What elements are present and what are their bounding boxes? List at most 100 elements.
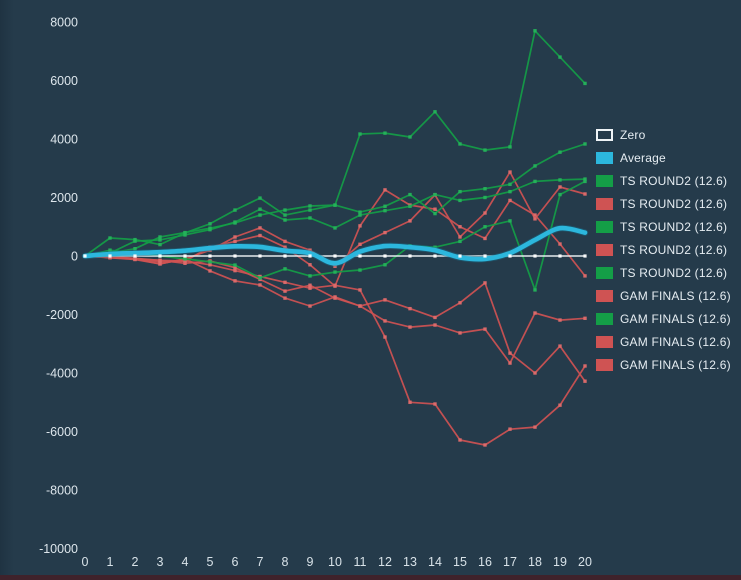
zero-marker (258, 254, 262, 258)
zero-marker (508, 254, 512, 258)
series-marker (358, 304, 362, 308)
series-marker (258, 226, 262, 230)
x-axis-tick-label: 9 (307, 555, 314, 569)
zero-marker (183, 254, 187, 258)
legend-label: TS ROUND2 (12.6) (620, 173, 728, 188)
series-marker (283, 208, 287, 212)
legend-item-1[interactable]: Average (596, 146, 731, 169)
series-marker (383, 298, 387, 302)
legend-item-3[interactable]: TS ROUND2 (12.6) (596, 192, 731, 215)
series-marker (258, 283, 262, 287)
series-marker (458, 331, 462, 335)
x-axis-tick-label: 4 (182, 555, 189, 569)
series-marker (233, 235, 237, 239)
series-marker (433, 323, 437, 327)
x-axis-tick-label: 11 (354, 555, 367, 569)
series-marker (508, 182, 512, 187)
series-marker (533, 29, 537, 33)
zero-marker (358, 254, 362, 258)
legend-label: TS ROUND2 (12.6) (620, 219, 728, 234)
x-axis-tick-label: 0 (82, 555, 89, 569)
legend-label: GAM FINALS (12.6) (620, 288, 731, 303)
series-marker (583, 274, 587, 278)
x-axis-tick-label: 2 (132, 555, 139, 569)
series-marker (333, 203, 337, 207)
legend-item-5[interactable]: TS ROUND2 (12.6) (596, 238, 731, 261)
series-marker (283, 267, 287, 271)
series-marker (283, 280, 287, 285)
legend-swatch-zero (596, 128, 613, 141)
series-marker (458, 225, 462, 229)
legend: Zero Average TS ROUND2 (12.6) TS ROUND2 (12… (596, 123, 731, 376)
series-marker (583, 316, 587, 321)
series-marker (183, 261, 187, 266)
series-marker (483, 225, 487, 229)
series-marker (508, 170, 512, 174)
legend-swatch-red (596, 335, 613, 348)
series-marker (408, 325, 412, 329)
legend-swatch-average (596, 151, 613, 164)
legend-item-2[interactable]: TS ROUND2 (12.6) (596, 169, 731, 192)
legend-swatch-red (596, 289, 613, 302)
series-marker (508, 427, 512, 431)
series-marker (383, 335, 387, 339)
series-marker (233, 279, 237, 283)
series-marker (583, 364, 587, 368)
series-marker (483, 281, 487, 285)
series-marker (358, 224, 362, 228)
y-axis-tick-label: 6000 (50, 74, 78, 88)
series-marker (408, 306, 412, 311)
zero-marker (83, 254, 87, 258)
series-marker (208, 263, 212, 267)
series-marker (208, 269, 212, 273)
series-marker (433, 402, 437, 406)
series-marker (458, 239, 462, 244)
series-marker (183, 257, 187, 261)
series-marker (333, 226, 337, 230)
legend-item-10[interactable]: GAM FINALS (12.6) (596, 353, 731, 376)
x-axis-tick-label: 10 (328, 555, 342, 569)
series-marker (533, 217, 537, 221)
series-marker (158, 238, 162, 242)
zero-marker (333, 254, 337, 258)
zero-marker (433, 254, 437, 258)
legend-swatch-green (596, 220, 613, 233)
series-marker (333, 283, 337, 287)
x-axis-tick-label: 8 (282, 555, 289, 569)
legend-swatch-green (596, 174, 613, 187)
series-marker (583, 179, 587, 184)
series-marker (483, 211, 487, 215)
series-marker (283, 245, 287, 249)
x-axis-tick-label: 7 (257, 555, 264, 569)
legend-swatch-green (596, 266, 613, 279)
series-marker (558, 192, 562, 197)
legend-item-7[interactable]: GAM FINALS (12.6) (596, 284, 731, 307)
series-marker (283, 289, 287, 293)
series-marker (158, 235, 162, 239)
x-axis-tick-label: 5 (207, 555, 214, 569)
legend-item-6[interactable]: TS ROUND2 (12.6) (596, 261, 731, 284)
series-marker (383, 230, 387, 235)
series-marker (183, 259, 187, 263)
series-marker (283, 218, 287, 222)
series-marker (283, 213, 287, 217)
y-axis-tick-label: -2000 (46, 308, 78, 322)
y-axis-tick-label: -6000 (46, 425, 78, 439)
series-marker (408, 204, 412, 208)
legend-item-0[interactable]: Zero (596, 123, 731, 146)
series-marker (258, 207, 262, 211)
zero-marker (208, 254, 212, 258)
zero-marker (283, 254, 287, 258)
zero-marker (108, 254, 112, 258)
zero-marker (483, 254, 487, 258)
legend-item-8[interactable]: GAM FINALS (12.6) (596, 307, 731, 330)
legend-item-9[interactable]: GAM FINALS (12.6) (596, 330, 731, 353)
series-marker (183, 231, 187, 235)
series-marker (583, 142, 587, 146)
legend-label: TS ROUND2 (12.6) (620, 196, 728, 211)
series-marker (258, 233, 262, 238)
series-marker (533, 288, 537, 292)
legend-item-4[interactable]: TS ROUND2 (12.6) (596, 215, 731, 238)
zero-marker (308, 254, 312, 258)
x-axis-tick-label: 3 (157, 555, 164, 569)
